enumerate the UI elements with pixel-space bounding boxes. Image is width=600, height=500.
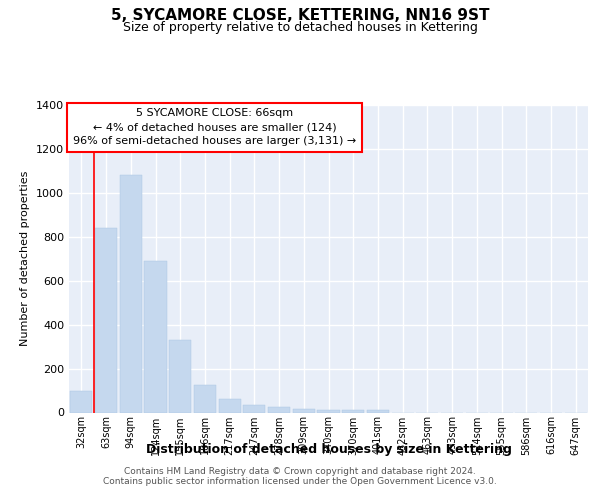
Bar <box>194 385 216 412</box>
Bar <box>95 228 117 412</box>
Bar <box>70 390 92 412</box>
Bar <box>218 400 241 412</box>
Y-axis label: Number of detached properties: Number of detached properties <box>20 171 31 346</box>
Text: 5 SYCAMORE CLOSE: 66sqm
← 4% of detached houses are smaller (124)
96% of semi-de: 5 SYCAMORE CLOSE: 66sqm ← 4% of detached… <box>73 108 356 146</box>
Bar <box>169 340 191 412</box>
Bar <box>342 410 364 412</box>
Bar <box>317 410 340 412</box>
Bar <box>243 405 265 412</box>
Text: Contains public sector information licensed under the Open Government Licence v3: Contains public sector information licen… <box>103 477 497 486</box>
Text: Contains HM Land Registry data © Crown copyright and database right 2024.: Contains HM Land Registry data © Crown c… <box>124 467 476 476</box>
Bar <box>268 407 290 412</box>
Text: 5, SYCAMORE CLOSE, KETTERING, NN16 9ST: 5, SYCAMORE CLOSE, KETTERING, NN16 9ST <box>111 8 489 22</box>
Bar <box>145 261 167 412</box>
Text: Distribution of detached houses by size in Kettering: Distribution of detached houses by size … <box>146 442 512 456</box>
Text: Size of property relative to detached houses in Kettering: Size of property relative to detached ho… <box>122 21 478 34</box>
Bar <box>119 176 142 412</box>
Bar <box>367 410 389 412</box>
Bar <box>293 409 315 412</box>
